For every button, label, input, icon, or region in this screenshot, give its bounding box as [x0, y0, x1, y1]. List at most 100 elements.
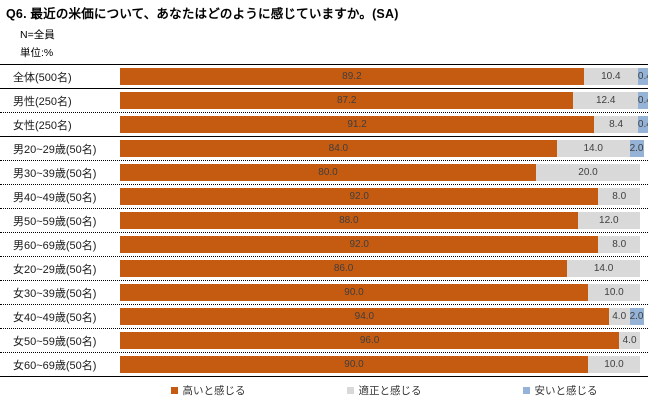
bar-segment-high: 88.0 [120, 212, 578, 229]
value-label: 2.0 [629, 311, 644, 322]
row-label: 女40~49歳(50名) [13, 311, 97, 324]
bar-segment-cheap: 0.4 [637, 68, 648, 85]
chart-legend: 高いと感じる 適正と感じる 安いと感じる [0, 377, 648, 403]
bar-segment-high: 90.0 [120, 356, 588, 373]
value-label: 8.0 [612, 191, 627, 202]
bar-segment-fair: 4.0 [619, 332, 640, 349]
row-label: 女50~59歳(50名) [13, 335, 97, 348]
chart-row: 女40~49歳(50名) 94.0 4.0 2.0 [0, 305, 648, 329]
row-label: 男60~69歳(50名) [13, 239, 97, 252]
value-label: 80.0 [318, 167, 338, 178]
bar-segment-fair: 10.0 [588, 284, 640, 301]
unit-note: 単位:% [20, 47, 54, 59]
chart-row: 男40~49歳(50名) 92.0 8.0 [0, 185, 648, 209]
page-title: Q6. 最近の米価について、あなたはどのように感じていますか。(SA) [6, 7, 399, 21]
chart-row: 女50~59歳(50名) 96.0 4.0 [0, 329, 648, 353]
stacked-bar: 96.0 4.0 [120, 332, 640, 349]
stacked-bar: 91.2 8.4 0.4 [120, 116, 648, 133]
legend-item: 高いと感じる [170, 383, 246, 398]
chart-row: 女20~29歳(50名) 86.0 14.0 [0, 257, 648, 281]
value-label: 10.0 [604, 359, 624, 370]
bar-segment-fair: 12.0 [577, 212, 640, 229]
bar-segment-high: 91.2 [120, 116, 595, 133]
legend-item: 安いと感じる [522, 383, 598, 398]
value-label: 8.4 [609, 119, 624, 130]
stacked-bar: 92.0 8.0 [120, 236, 640, 253]
bar-segment-fair: 8.0 [598, 236, 640, 253]
stacked-bar: 80.0 20.0 [120, 164, 640, 181]
bar-segment-cheap: 2.0 [629, 308, 644, 325]
chart-row: 女性(250名) 91.2 8.4 0.4 [0, 113, 648, 137]
value-label: 89.2 [342, 71, 362, 82]
value-label: 92.0 [349, 239, 369, 250]
bar-segment-fair: 12.4 [573, 92, 638, 109]
bar-segment-fair: 14.0 [567, 260, 640, 277]
legend-swatch-icon [170, 386, 178, 394]
bar-segment-high: 94.0 [120, 308, 609, 325]
chart-row: 男30~39歳(50名) 80.0 20.0 [0, 161, 648, 185]
chart-row: 女60~69歳(50名) 90.0 10.0 [0, 353, 648, 377]
row-label: 女性(250名) [13, 119, 72, 132]
value-label: 12.4 [595, 95, 616, 106]
bar-segment-high: 92.0 [120, 188, 599, 205]
value-label: 88.0 [339, 215, 359, 226]
value-label: 87.2 [336, 95, 357, 106]
stacked-bar: 87.2 12.4 0.4 [120, 92, 648, 109]
value-label: 91.2 [347, 119, 367, 130]
value-label: 94.0 [354, 311, 375, 322]
bar-segment-high: 87.2 [120, 92, 574, 109]
row-label: 女30~39歳(50名) [13, 287, 97, 300]
row-label: 男40~49歳(50名) [13, 191, 97, 204]
bar-segment-high: 80.0 [120, 164, 536, 181]
value-label: 90.0 [344, 359, 364, 370]
chart-row: 男50~59歳(50名) 88.0 12.0 [0, 209, 648, 233]
bar-segment-fair: 14.0 [556, 140, 630, 157]
stacked-bar: 90.0 10.0 [120, 284, 640, 301]
bar-segment-high: 84.0 [120, 140, 557, 157]
bar-segment-fair: 20.0 [536, 164, 640, 181]
row-label: 女20~29歳(50名) [13, 263, 97, 276]
value-label: 92.0 [349, 191, 369, 202]
value-label: 4.0 [622, 335, 637, 346]
row-label: 女60~69歳(50名) [13, 359, 97, 372]
value-label: 2.0 [629, 143, 644, 154]
bar-segment-fair: 8.0 [598, 188, 640, 205]
chart-row: 男性(250名) 87.2 12.4 0.4 [0, 89, 648, 113]
value-label: 86.0 [333, 263, 354, 274]
stacked-bar: 90.0 10.0 [120, 356, 640, 373]
chart-row: 全体(500名) 89.2 10.4 0.4 [0, 65, 648, 89]
legend-label: 高いと感じる [182, 384, 246, 397]
stacked-bar: 88.0 12.0 [120, 212, 640, 229]
bar-segment-high: 89.2 [120, 68, 584, 85]
bar-segment-high: 90.0 [120, 284, 588, 301]
value-label: 14.0 [583, 143, 603, 154]
bar-segment-cheap: 0.4 [637, 92, 648, 109]
bar-segment-fair: 10.4 [583, 68, 638, 85]
stacked-bar: 84.0 14.0 2.0 [120, 140, 644, 157]
value-label: 10.0 [604, 287, 624, 298]
value-label: 8.0 [612, 239, 627, 250]
stacked-bar: 94.0 4.0 2.0 [120, 308, 644, 325]
legend-item: 適正と感じる [346, 383, 422, 398]
row-label: 全体(500名) [13, 71, 72, 84]
legend-swatch-icon [522, 386, 530, 394]
legend-swatch-icon [346, 386, 354, 394]
bar-segment-cheap: 2.0 [629, 140, 644, 157]
row-label: 男50~59歳(50名) [13, 215, 97, 228]
bar-segment-cheap: 0.4 [637, 116, 648, 133]
value-label: 0.4 [637, 95, 648, 106]
row-label: 男30~39歳(50名) [13, 167, 97, 180]
bar-segment-high: 86.0 [120, 260, 568, 277]
value-label: 96.0 [359, 335, 380, 346]
stacked-bar: 89.2 10.4 0.4 [120, 68, 648, 85]
value-label: 4.0 [612, 311, 627, 322]
chart-row: 女30~39歳(50名) 90.0 10.0 [0, 281, 648, 305]
value-label: 10.4 [601, 71, 621, 82]
value-label: 90.0 [344, 287, 364, 298]
value-label: 84.0 [328, 143, 349, 154]
value-label: 12.0 [599, 215, 619, 226]
row-label: 男性(250名) [13, 95, 72, 108]
legend-label: 安いと感じる [534, 384, 598, 397]
chart-row: 男60~69歳(50名) 92.0 8.0 [0, 233, 648, 257]
